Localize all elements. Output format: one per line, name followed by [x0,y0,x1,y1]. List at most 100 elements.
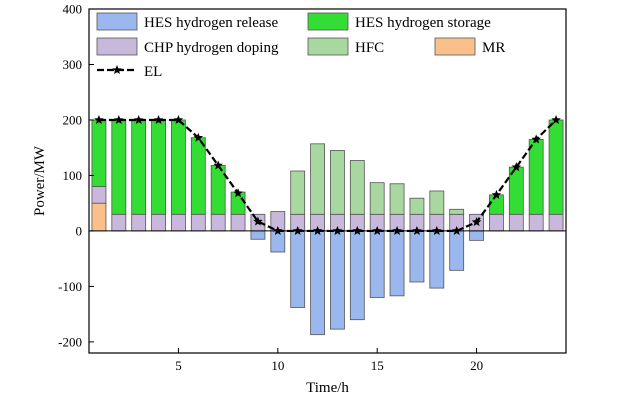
bar-hfc-t15 [369,182,385,215]
bar-hes-hydrogen-release-t18 [429,230,445,289]
legend-label-hfc: HFC [355,40,384,56]
y-tick-label: 300 [63,57,83,72]
bar-hes-hydrogen-release-t17 [409,230,425,283]
el-point-t8 [233,188,243,198]
bar-chp-hydrogen-doping-t2 [111,213,127,232]
plot-frame [88,8,567,354]
x-tick-label: 5 [175,358,182,373]
el-point-t15 [372,225,382,235]
legend-marker-el [112,65,122,75]
el-point-t23 [531,134,541,144]
bar-hfc-t19 [449,208,465,215]
bar-hfc-t16 [389,183,405,215]
bar-hes-hydrogen-storage-t5 [171,119,186,215]
legend-swatch-hfc [307,37,349,56]
bar-hfc-t14 [349,160,365,215]
el-point-t12 [312,225,323,235]
bar-chp-hydrogen-doping-t24 [548,213,564,232]
el-point-t22 [511,162,522,172]
bar-hes-hydrogen-release-t14 [349,230,365,321]
bar-chp-hydrogen-doping-t22 [508,213,524,232]
y-tick-label: 200 [63,112,83,127]
bar-hes-hydrogen-storage-t7 [210,165,226,215]
legend-swatch-chp-hydrogen-doping [96,37,138,56]
bar-chp-hydrogen-doping-t23 [528,213,544,232]
el-point-t2 [114,114,124,125]
el-series-line [98,118,557,233]
el-point-t6 [193,132,204,142]
bar-hfc-t17 [409,197,425,215]
legend-swatch-hes-hydrogen-release [96,12,138,31]
bar-hes-hydrogen-storage-t4 [151,119,166,215]
el-point-t20 [471,217,482,227]
x-tick-label: 10 [271,358,284,373]
y-tick-label: 100 [63,168,83,183]
el-point-t3 [133,114,144,125]
legend: HES hydrogen release HES hydrogen storage… [96,12,505,80]
ticks-layer: -200 -100 0 100 200 300 400 5 10 15 20 [58,2,483,374]
bar-hes-hydrogen-release-t11 [290,230,306,308]
x-tick-label: 15 [371,358,384,373]
x-tick-label: 20 [470,358,483,373]
legend-swatch-hes-hydrogen-storage [307,12,349,31]
el-point-t5 [173,114,184,125]
el-point-t24 [551,114,561,125]
el-point-t21 [491,189,502,199]
y-axis-title: Power/MW [32,145,48,216]
el-point-t19 [451,225,462,235]
el-point-t16 [392,225,402,235]
bar-mr-t1 [91,202,107,232]
el-point-t1 [94,114,104,125]
bar-chp-hydrogen-doping-t5 [171,213,186,232]
el-point-t18 [432,225,442,235]
y-tick-label: -200 [58,334,82,349]
legend-label-hes-hydrogen-release: HES hydrogen release [144,15,278,31]
bar-hes-hydrogen-release-t19 [449,230,465,271]
bar-hes-hydrogen-release-t16 [389,230,405,297]
bar-hes-hydrogen-storage-t1 [91,119,107,187]
bar-hes-hydrogen-release-t12 [310,230,325,336]
bar-hes-hydrogen-release-t9 [250,230,266,240]
bar-hfc-t11 [290,170,306,215]
bar-hes-hydrogen-storage-t8 [230,191,246,215]
bar-chp-hydrogen-doping-t8 [230,213,246,232]
legend-label-chp-hydrogen-doping: CHP hydrogen doping [144,40,279,56]
bar-hes-hydrogen-storage-t3 [131,119,147,215]
bar-chp-hydrogen-doping-t1 [91,186,107,204]
bar-hes-hydrogen-storage-t23 [528,138,544,215]
bar-hfc-t18 [429,190,445,215]
bar-chp-hydrogen-doping-t6 [190,213,206,232]
el-point-t4 [153,114,164,125]
y-tick-label: 0 [76,223,83,238]
bar-hes-hydrogen-release-t10 [270,230,286,253]
legend-label-hes-hydrogen-storage: HES hydrogen storage [355,15,491,31]
bar-chp-hydrogen-doping-t7 [210,213,226,232]
el-point-t9 [253,216,263,226]
bar-hfc-t12 [310,143,325,215]
legend-label-el: EL [144,64,162,80]
legend-label-mr: MR [482,40,505,56]
y-tick-label: -100 [58,279,82,294]
y-tick-label: 400 [63,2,83,17]
axes-layer [88,8,567,354]
bar-hes-hydrogen-storage-t24 [548,119,564,215]
bar-chp-hydrogen-doping-t4 [151,213,166,232]
bar-hes-hydrogen-storage-t21 [489,194,504,215]
el-point-t14 [352,225,363,235]
legend-swatch-mr [434,37,476,56]
el-point-t10 [273,225,283,235]
bar-hes-hydrogen-storage-t6 [190,137,206,215]
bar-hes-hydrogen-release-t15 [369,230,385,298]
bar-hes-hydrogen-release-t13 [330,230,345,330]
bar-chp-hydrogen-doping-t21 [489,213,504,232]
bars-layer [91,119,564,336]
bar-hfc-t13 [330,150,345,215]
el-point-t17 [412,225,422,235]
bar-hes-hydrogen-release-t20 [469,230,484,241]
bar-chp-hydrogen-doping-t3 [131,213,147,232]
el-point-t11 [292,225,303,235]
el-point-t13 [332,225,343,235]
el-point-t7 [213,160,223,170]
